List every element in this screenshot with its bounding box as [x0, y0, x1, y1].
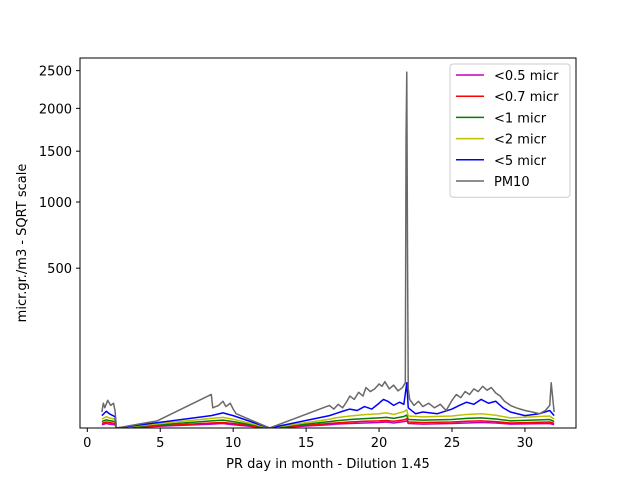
x-axis: 0 5 10 15 20 25 30: [83, 428, 533, 451]
y-tick-label: 500: [47, 262, 72, 277]
series-line-5: [101, 71, 555, 428]
y-axis: 500 1000 1500 2000 2500: [39, 65, 80, 277]
y-tick-label: 2000: [39, 102, 72, 117]
legend-entry: PM10: [494, 175, 530, 190]
legend-frame: [449, 63, 571, 198]
series-line-3: [101, 409, 555, 428]
legend-entry: <0.5 micr: [494, 69, 559, 84]
x-tick-label: 10: [225, 436, 242, 451]
y-tick-label: 2500: [39, 65, 72, 80]
legend-entry: <1 micr: [494, 111, 547, 126]
legend-entry: <2 micr: [494, 133, 547, 148]
x-tick-label: 20: [371, 436, 388, 451]
y-tick-label: 1500: [39, 145, 72, 160]
series-line-2: [101, 414, 555, 428]
x-tick-label: 5: [156, 436, 164, 451]
series-layer: [101, 71, 555, 428]
legend-entry: <5 micr: [494, 154, 547, 169]
y-tick-label: 1000: [39, 196, 72, 211]
legend: <0.5 micr <0.7 micr <1 micr <2 micr <5 micr P…: [449, 63, 571, 198]
x-tick-label: 15: [298, 436, 315, 451]
x-tick-label: 30: [517, 436, 534, 451]
x-tick-label: 25: [444, 436, 461, 451]
legend-entry: <0.7 micr: [494, 90, 559, 105]
y-axis-label: micr.gr./m3 - SQRT scale: [15, 164, 30, 323]
plot-frame: [79, 57, 577, 429]
x-axis-label: PR day in month - Dilution 1.45: [226, 457, 430, 472]
x-tick-label: 0: [83, 436, 91, 451]
series-line-4: [101, 382, 555, 428]
